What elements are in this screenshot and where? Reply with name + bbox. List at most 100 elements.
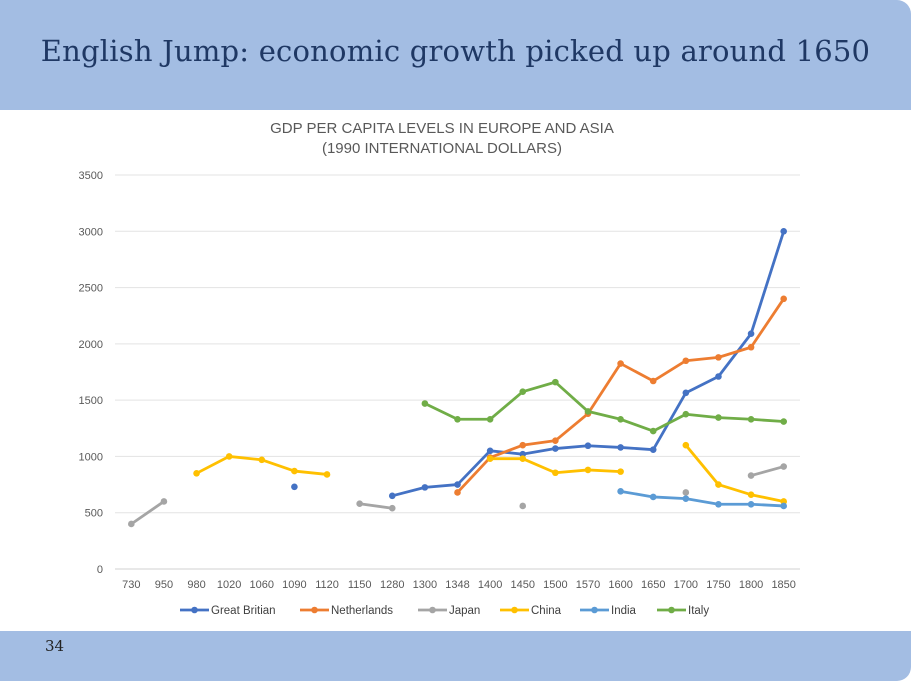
data-point (128, 520, 135, 528)
series-line (456, 297, 786, 494)
x-tick-label: 1450 (510, 579, 534, 591)
data-point (747, 500, 755, 508)
x-tick-label: 1400 (478, 579, 502, 591)
legend-label: Netherlands (331, 605, 393, 617)
x-tick-label: 1120 (315, 579, 339, 591)
series-china (193, 441, 787, 505)
data-point (421, 400, 429, 407)
x-tick-label: 950 (155, 579, 173, 591)
legend-item: Italy (657, 605, 709, 617)
x-tick-label: 1090 (282, 579, 306, 591)
series-line (619, 489, 786, 508)
legend-marker (191, 606, 198, 614)
data-point (649, 377, 657, 385)
x-tick-label: 1150 (348, 579, 372, 591)
series-line (423, 380, 786, 433)
data-point (486, 415, 494, 423)
data-point (486, 455, 494, 462)
data-point (780, 502, 787, 510)
x-tick-label: 1700 (674, 579, 698, 591)
y-tick-label: 1500 (79, 395, 103, 407)
data-point (747, 343, 755, 351)
data-point (682, 489, 690, 496)
series-india (617, 488, 787, 510)
legend-marker (591, 606, 598, 614)
data-point (454, 489, 461, 496)
data-point (552, 469, 559, 477)
x-tick-label: 1060 (250, 579, 274, 591)
series-line (749, 465, 786, 477)
series-netherlands (454, 295, 787, 496)
series-japan (128, 463, 787, 528)
y-tick-label: 0 (97, 564, 103, 576)
data-point (421, 484, 429, 491)
data-point (193, 470, 200, 477)
y-tick-label: 2000 (79, 339, 103, 351)
data-point (258, 456, 266, 464)
data-point (747, 415, 755, 423)
data-point (780, 227, 787, 235)
title-banner (0, 0, 911, 110)
legend-item: Japan (418, 605, 480, 617)
x-tick-label: 1280 (380, 579, 404, 591)
data-point (649, 427, 657, 435)
data-point (715, 500, 722, 508)
y-tick-label: 3500 (79, 170, 103, 182)
data-point (649, 446, 657, 453)
data-point (715, 414, 722, 421)
data-point (388, 492, 396, 500)
data-point (323, 471, 331, 478)
data-point (617, 444, 624, 451)
x-tick-label: 1500 (543, 579, 567, 591)
legend-item: India (580, 605, 637, 617)
x-tick-label: 730 (122, 579, 140, 591)
x-tick-label: 1850 (771, 579, 795, 591)
data-point (747, 472, 755, 479)
data-point (682, 410, 690, 418)
data-point (649, 493, 657, 501)
data-point (780, 418, 787, 425)
data-point (552, 437, 559, 444)
data-point (291, 483, 298, 491)
legend-marker (668, 606, 675, 614)
x-tick-label: 1800 (739, 579, 763, 591)
data-point (715, 373, 722, 380)
data-point (617, 415, 624, 423)
data-point (682, 357, 690, 365)
x-tick-label: 980 (187, 579, 205, 591)
legend-label: Japan (449, 605, 480, 617)
data-point (780, 295, 787, 303)
data-point (584, 466, 592, 474)
data-point (519, 502, 527, 510)
data-point (486, 447, 494, 455)
data-point (682, 441, 690, 449)
chart-title-line1: GDP PER CAPITA LEVELS IN EUROPE AND ASIA (270, 120, 614, 137)
data-point (552, 445, 559, 452)
data-point (454, 481, 461, 488)
legend-item: China (500, 605, 562, 617)
y-tick-label: 1000 (79, 451, 103, 463)
legend-item: Netherlands (300, 605, 393, 617)
data-point (617, 488, 624, 495)
data-point (454, 415, 461, 423)
data-point (356, 500, 363, 508)
data-point (617, 360, 624, 367)
data-point (682, 495, 690, 502)
x-tick-label: 1020 (217, 579, 241, 591)
y-tick-label: 3000 (79, 226, 103, 238)
chart-title-line2: (1990 INTERNATIONAL DOLLARS) (322, 140, 562, 157)
data-point (519, 455, 527, 462)
x-tick-label: 1300 (413, 579, 437, 591)
x-tick-label: 1348 (445, 579, 469, 591)
data-point (747, 330, 755, 338)
legend-label: Italy (688, 605, 709, 617)
data-point (160, 498, 168, 505)
data-point (388, 504, 396, 512)
y-tick-label: 500 (85, 508, 103, 520)
x-tick-label: 1570 (576, 579, 600, 591)
data-point (552, 378, 559, 386)
page-number: 34 (45, 637, 65, 655)
data-point (780, 463, 787, 470)
x-tick-label: 1600 (608, 579, 632, 591)
legend-marker (311, 606, 318, 614)
